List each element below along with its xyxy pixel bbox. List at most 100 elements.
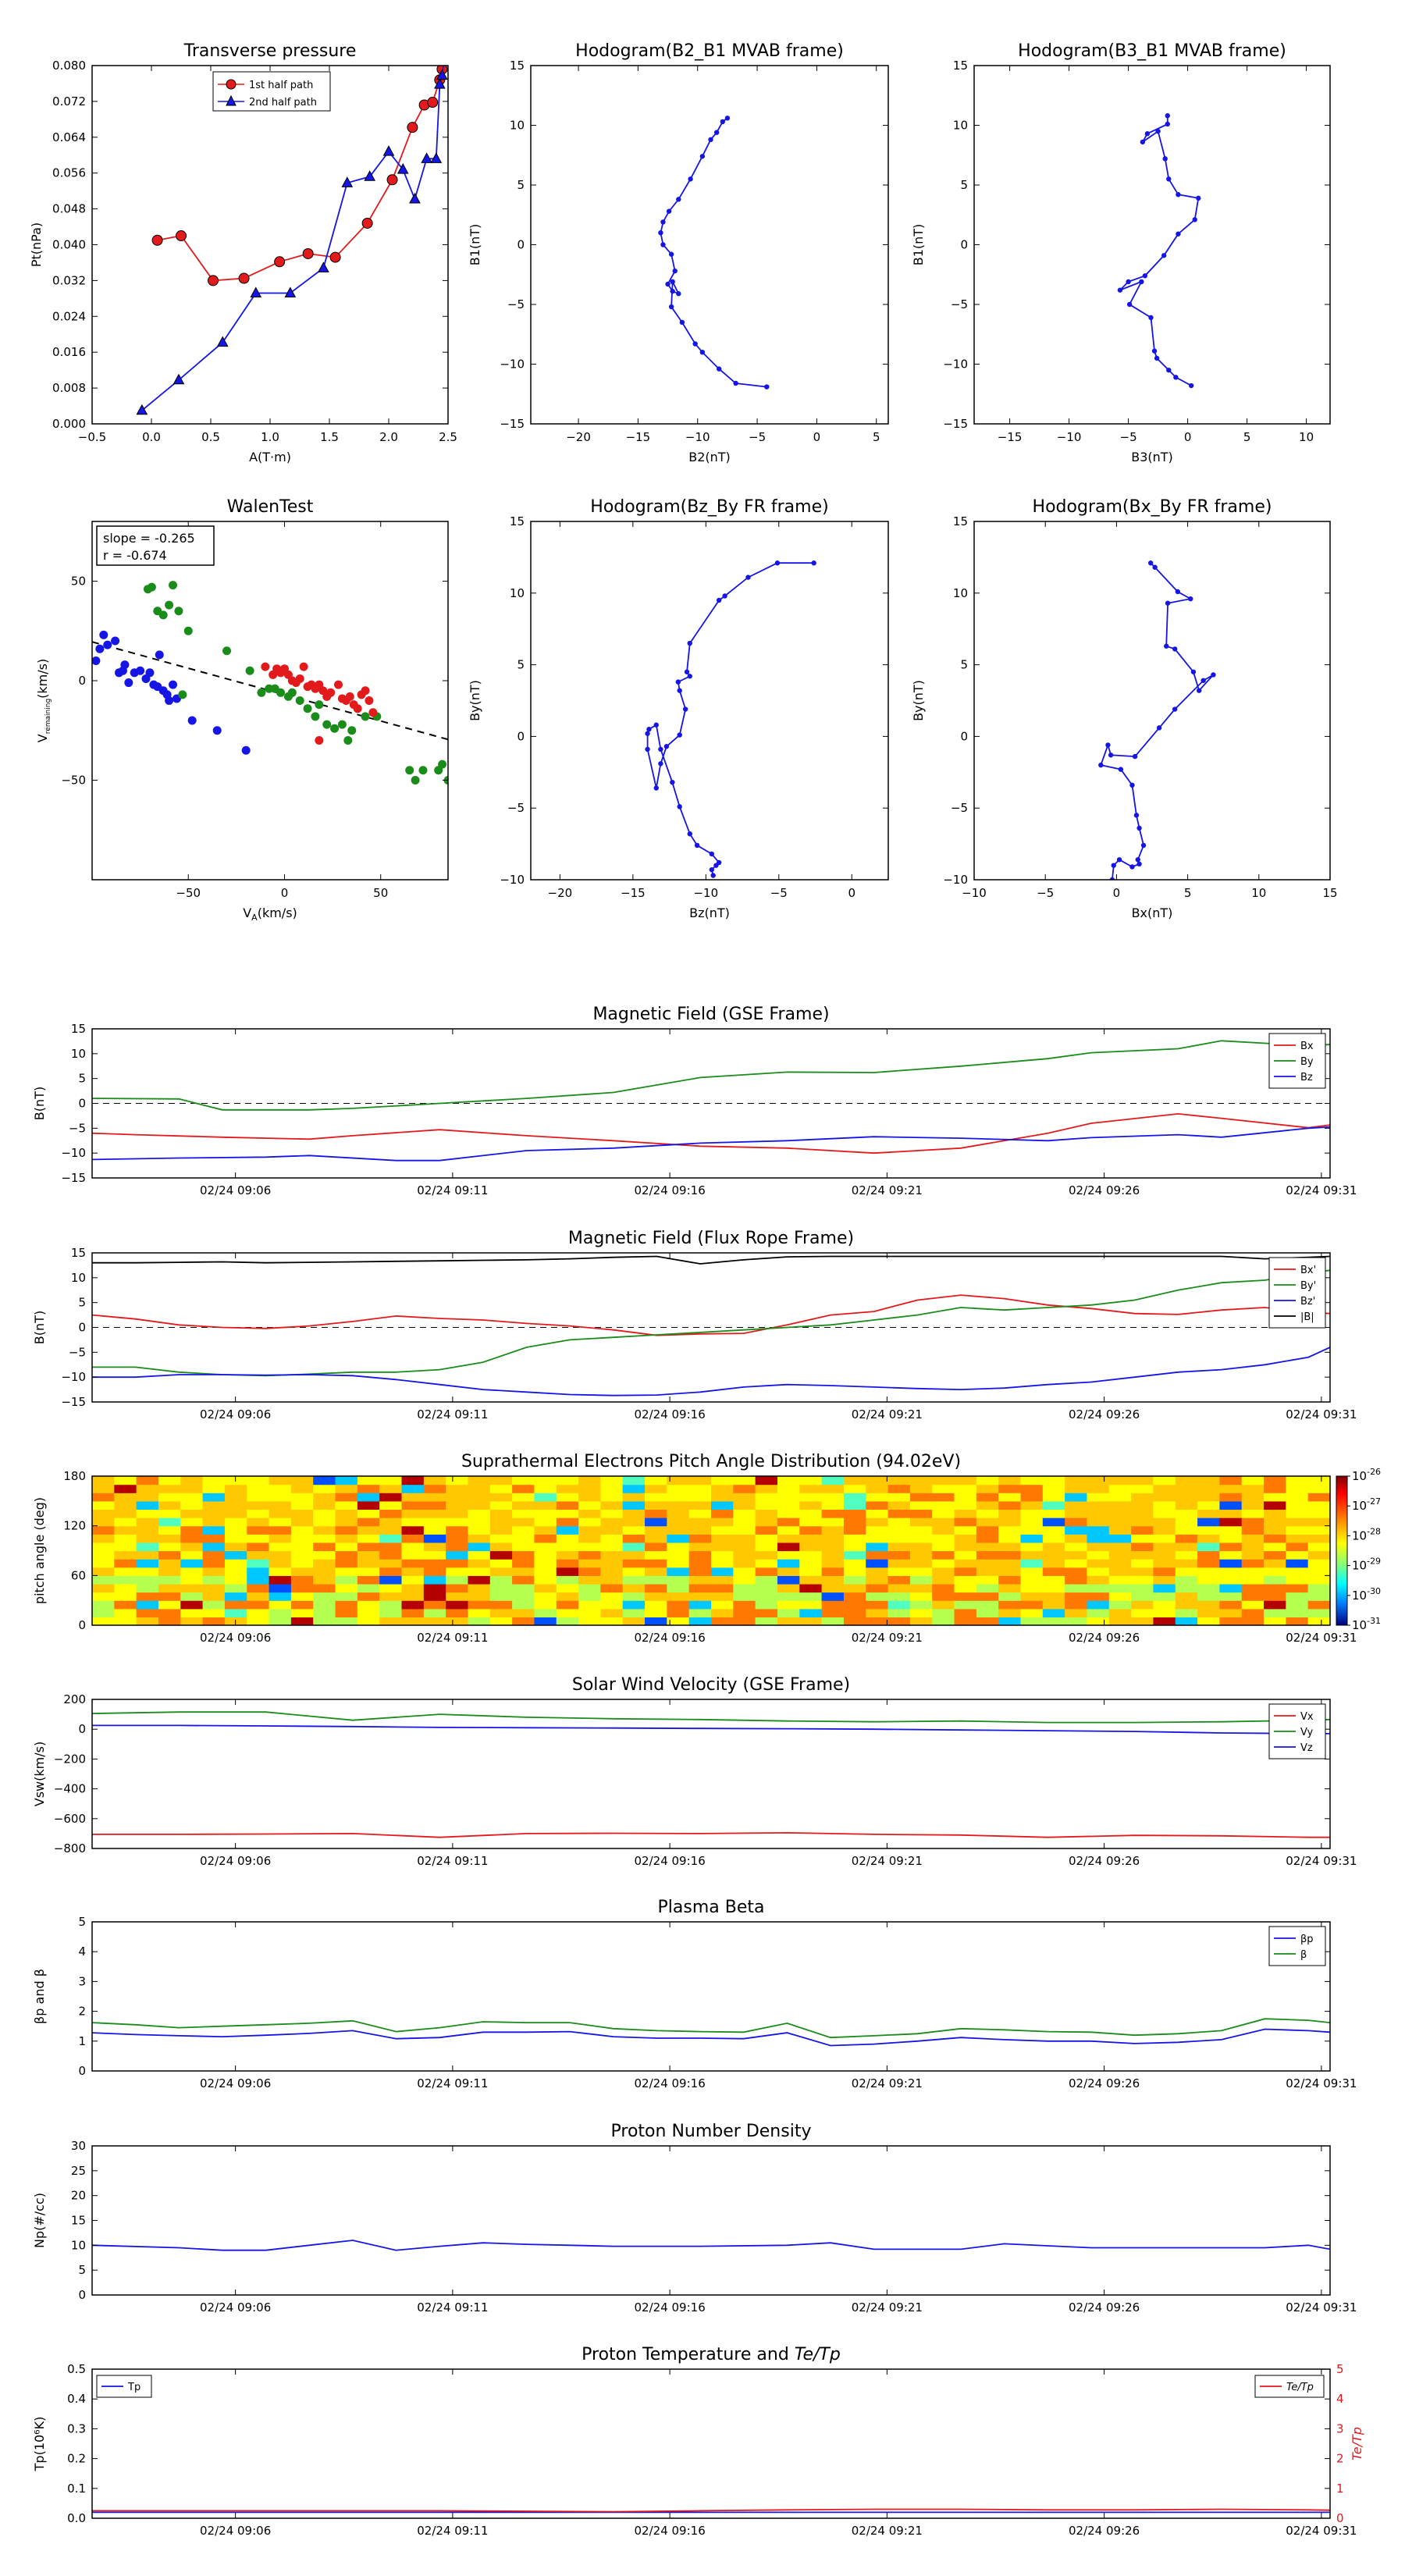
heatmap-cell	[92, 1608, 115, 1617]
heatmap-cell	[468, 1600, 491, 1610]
heatmap-cell	[468, 1534, 491, 1543]
heatmap-cell	[158, 1567, 181, 1576]
heatmap-cell	[733, 1617, 756, 1625]
scatter-point	[311, 712, 320, 721]
heatmap-cell	[1020, 1608, 1044, 1617]
x-tick-label: −0.5	[78, 430, 106, 444]
x-tick-label: 02/24 09:26	[1069, 1631, 1140, 1645]
y-axis-label: βp and β	[32, 1969, 47, 2024]
heatmap-cell	[954, 1484, 977, 1493]
colorbar-exp: -26	[1367, 1467, 1381, 1477]
heatmap-cell	[976, 1617, 999, 1625]
x-tick-label: 02/24 09:16	[635, 1407, 706, 1421]
heatmap-cell	[269, 1493, 292, 1502]
heatmap-cell	[202, 1550, 226, 1560]
colorbar-label: 10-28	[1352, 1526, 1381, 1542]
heatmap-cell	[468, 1617, 491, 1625]
heatmap-cell	[423, 1476, 446, 1485]
heatmap-cell	[1307, 1617, 1330, 1625]
heatmap-cell	[1264, 1484, 1286, 1493]
heatmap-cell	[1108, 1567, 1132, 1576]
data-marker	[1117, 287, 1123, 293]
heatmap-cell	[755, 1517, 778, 1527]
y-axis-sub: remaining	[44, 699, 52, 734]
heatmap-cell	[887, 1559, 911, 1568]
data-marker	[716, 597, 722, 603]
heatmap-cell	[1131, 1592, 1154, 1601]
heatmap-cell	[313, 1517, 336, 1527]
heatmap-cell	[821, 1476, 845, 1485]
x-tick-label: 02/24 09:11	[417, 2300, 488, 2314]
heatmap-cell	[1264, 1517, 1286, 1527]
heatmap-cell	[1042, 1509, 1065, 1518]
heatmap-cell	[114, 1583, 137, 1593]
data-marker	[1142, 273, 1148, 279]
data-marker	[1105, 742, 1111, 748]
heatmap-cell	[468, 1476, 491, 1485]
heatmap-cell	[799, 1493, 823, 1502]
heatmap-cell	[534, 1617, 557, 1625]
chart-hodo1: Hodogram(B2_B1 MVAB frame) −20 −15 −10 −5 0 5 −…	[468, 41, 889, 464]
heatmap-cell	[578, 1617, 601, 1625]
heatmap-cell	[1020, 1476, 1044, 1485]
data-marker	[1176, 192, 1181, 197]
heatmap-cell	[866, 1600, 889, 1610]
data-marker	[676, 291, 681, 297]
heatmap-cell	[1307, 1600, 1330, 1610]
data-marker	[1192, 217, 1197, 222]
heatmap-cell	[534, 1550, 557, 1560]
heatmap-cell	[446, 1617, 469, 1625]
heatmap-cell	[622, 1525, 646, 1535]
heatmap-cell	[534, 1583, 557, 1593]
heatmap-cell	[755, 1559, 778, 1568]
heatmap-cell	[578, 1534, 601, 1543]
scatter-point	[145, 668, 155, 678]
heatmap-cell	[290, 1517, 314, 1527]
heatmap-cell	[1286, 1600, 1309, 1610]
y-tick-label: 15	[510, 59, 525, 73]
heatmap-cell	[711, 1608, 734, 1617]
data-marker	[364, 170, 376, 181]
heatmap-cell	[180, 1608, 204, 1617]
heatmap-cell	[711, 1500, 734, 1510]
data-marker	[713, 863, 719, 868]
heatmap-cell	[1175, 1525, 1198, 1535]
y2-tick-label: 1	[1336, 2482, 1344, 2496]
heatmap-cell	[1264, 1583, 1286, 1593]
heatmap-cell	[401, 1476, 425, 1485]
heatmap-cell	[998, 1600, 1022, 1610]
heatmap-cell	[711, 1592, 734, 1601]
heatmap-cell	[777, 1476, 800, 1485]
heatmap-cell	[976, 1608, 999, 1617]
heatmap-cell	[556, 1575, 579, 1585]
heatmap-cell	[976, 1542, 999, 1552]
data-marker	[684, 669, 690, 674]
heatmap-cell	[954, 1592, 977, 1601]
legend-label: Tp	[127, 2382, 140, 2393]
title-italic: Te/Tp	[795, 2345, 841, 2364]
heatmap-cell	[136, 1592, 159, 1601]
y-tick-label: 0.040	[52, 238, 86, 252]
heatmap-cell	[401, 1509, 425, 1518]
heatmap-cell	[932, 1608, 955, 1617]
heatmap-cell	[1108, 1617, 1132, 1625]
heatmap-cell	[1020, 1600, 1044, 1610]
heatmap-cell	[290, 1484, 314, 1493]
heatmap-cell	[600, 1567, 624, 1576]
heatmap-cell	[799, 1500, 823, 1510]
data-marker	[665, 281, 670, 287]
heatmap-cell	[534, 1517, 557, 1527]
heatmap-cell	[423, 1534, 446, 1543]
heatmap-cell	[92, 1525, 115, 1535]
heatmap-cell	[578, 1525, 601, 1535]
heatmap-cell	[1219, 1583, 1243, 1593]
scatter-point	[322, 720, 332, 729]
heatmap-cell	[1131, 1525, 1154, 1535]
heatmap-cell	[357, 1484, 380, 1493]
heatmap-cell	[1153, 1575, 1176, 1585]
heatmap-cell	[180, 1509, 204, 1518]
heatmap-cell	[1175, 1608, 1198, 1617]
heatmap-cell	[645, 1509, 667, 1518]
y-tick-label: 0.2	[67, 2452, 86, 2466]
heatmap-cell	[1020, 1500, 1044, 1510]
